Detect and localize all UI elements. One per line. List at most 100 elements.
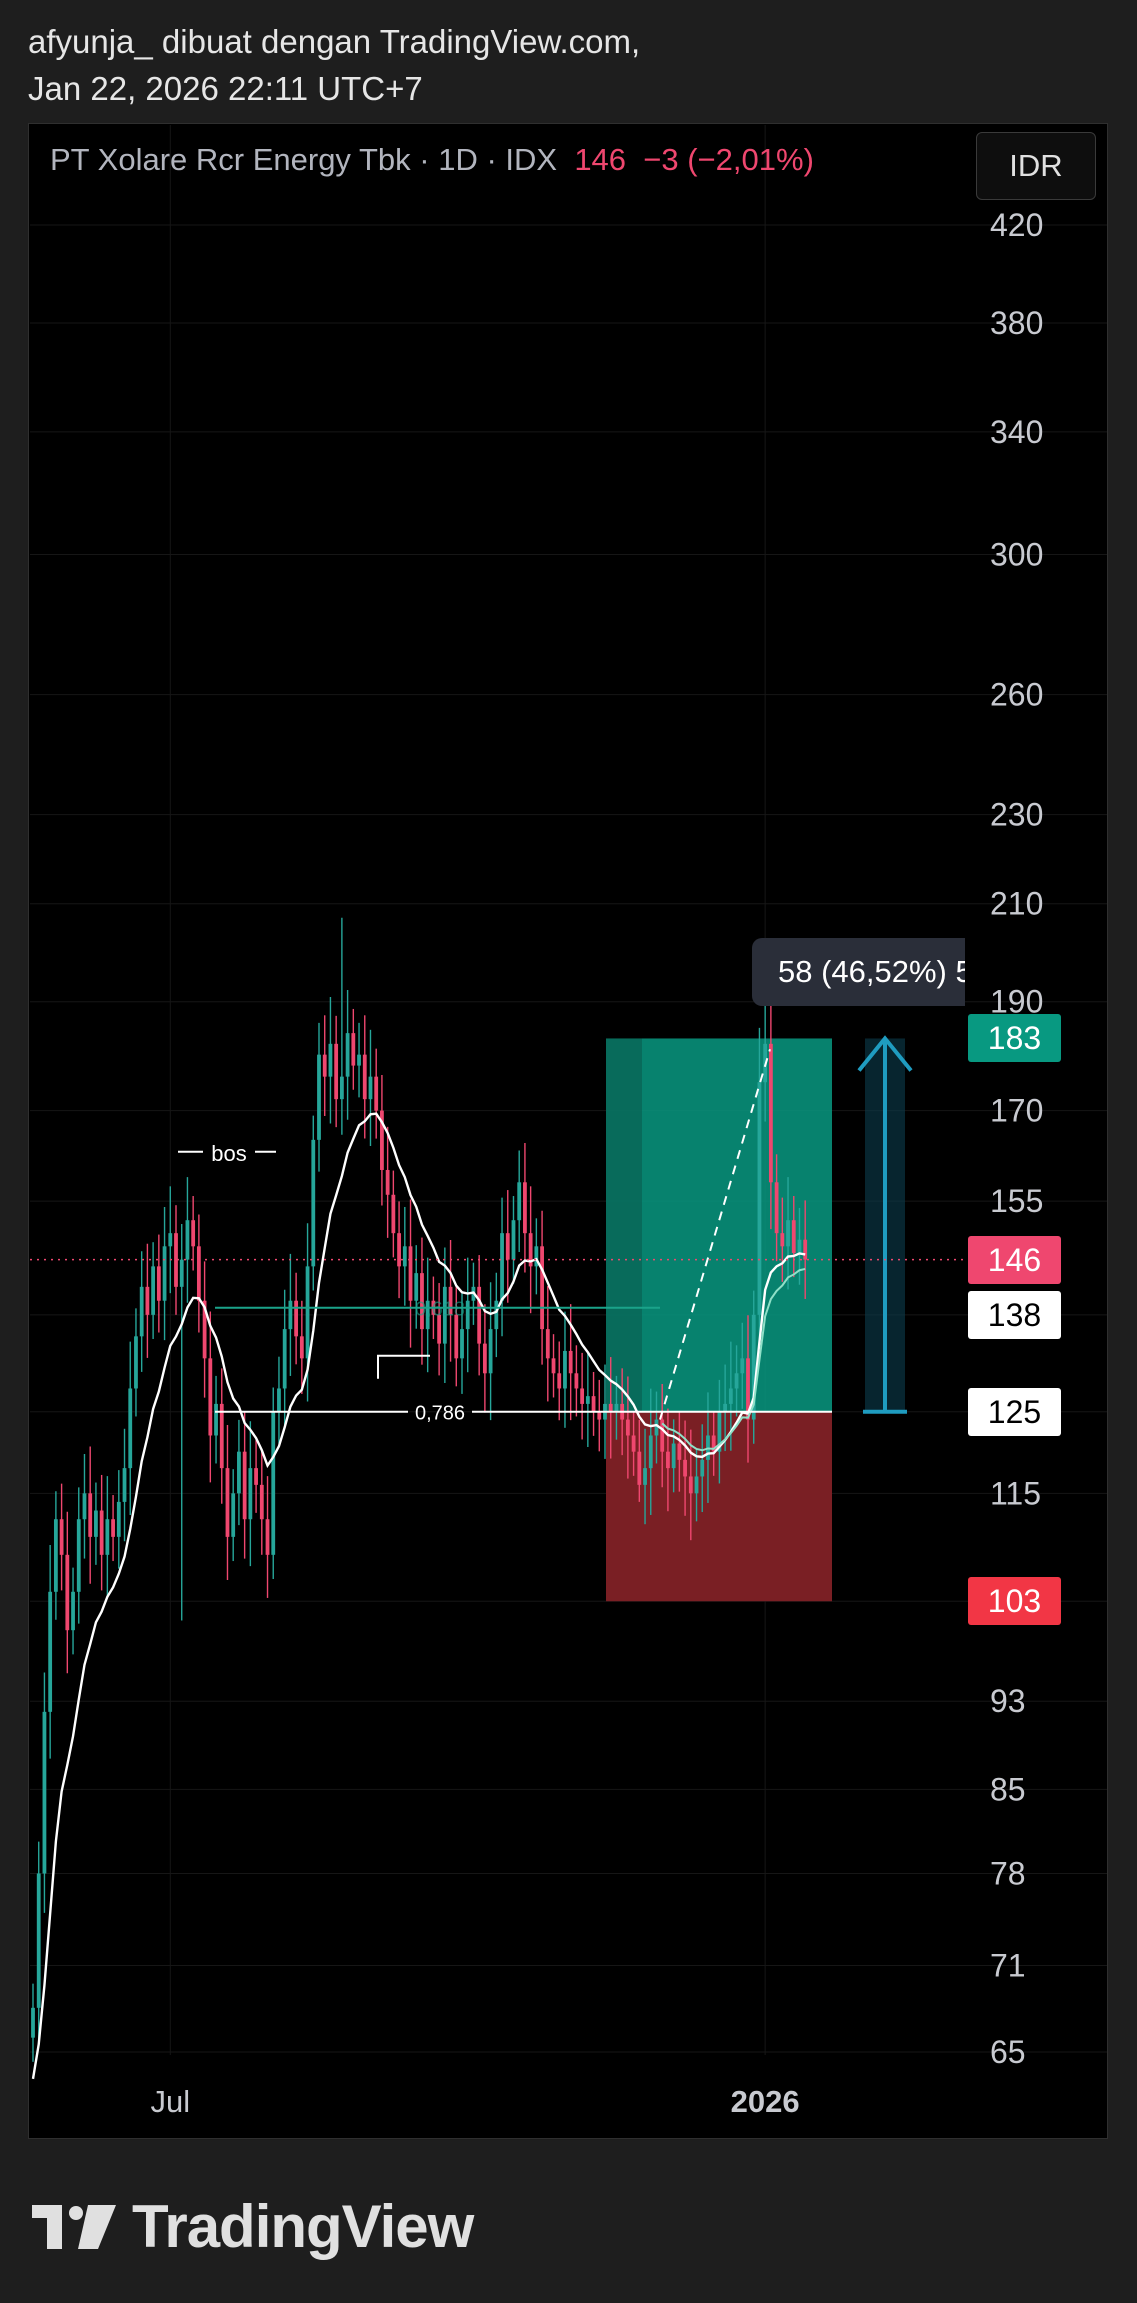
candle-body xyxy=(528,1233,533,1267)
chart-pane[interactable] xyxy=(28,123,1108,2139)
candle-body xyxy=(282,1329,287,1389)
candle-body xyxy=(717,1411,722,1452)
candle-body xyxy=(76,1519,81,1592)
candle-body xyxy=(500,1233,504,1301)
x-tick-label: Jul xyxy=(150,2084,190,2119)
bos-label: bos xyxy=(211,1141,246,1166)
candle-body xyxy=(803,1239,808,1260)
price-tag: 183 xyxy=(968,1014,1061,1063)
candle-body xyxy=(139,1286,144,1337)
tradingview-wordmark: TradingView xyxy=(132,2193,474,2260)
candle-body xyxy=(683,1459,687,1477)
candle-body xyxy=(597,1411,602,1420)
candle-body xyxy=(339,1076,344,1100)
symbol-legend: PT Xolare Rcr Energy Tbk · 1D · IDX 146 … xyxy=(50,142,814,178)
tradingview-logo: TradingView xyxy=(32,2192,474,2261)
candle-body xyxy=(36,1873,41,2008)
candle-body xyxy=(391,1194,396,1234)
candle-body xyxy=(540,1246,544,1330)
y-tick-label: 260 xyxy=(990,677,1043,713)
candle-body xyxy=(317,1054,321,1140)
candle-body xyxy=(322,1054,327,1077)
candle-body xyxy=(448,1286,453,1315)
candle-body xyxy=(374,1076,379,1111)
candle-body xyxy=(631,1435,636,1452)
candle-body xyxy=(780,1233,785,1247)
candle-body xyxy=(517,1182,522,1221)
candle-body xyxy=(225,1468,230,1537)
candle-body xyxy=(625,1419,630,1436)
candle-body xyxy=(740,1358,745,1374)
y-tick-label: 210 xyxy=(990,886,1043,922)
candle-body xyxy=(196,1246,201,1301)
candle-body xyxy=(728,1388,733,1404)
candle-body xyxy=(694,1476,699,1494)
target-zone-shade xyxy=(606,1038,642,1412)
candle-body xyxy=(671,1443,676,1469)
candle-body xyxy=(551,1358,556,1374)
candle-body xyxy=(648,1435,653,1469)
candle-body xyxy=(414,1273,419,1301)
candle-body xyxy=(122,1468,127,1502)
candle-body xyxy=(580,1388,585,1404)
candle-body xyxy=(145,1286,150,1315)
candle-body xyxy=(368,1076,373,1100)
candle-body xyxy=(214,1403,218,1436)
candle-body xyxy=(557,1373,562,1389)
candle-body xyxy=(420,1273,424,1330)
candle-body xyxy=(237,1451,241,1494)
y-tick-label: 170 xyxy=(990,1093,1043,1129)
candle-body xyxy=(345,1033,350,1077)
candle-body xyxy=(42,1711,47,1874)
ema-line xyxy=(31,1112,806,2080)
candle-body xyxy=(688,1476,693,1494)
candle-body xyxy=(585,1396,590,1404)
y-tick-label: 115 xyxy=(990,1475,1041,1511)
price-tag: 138 xyxy=(968,1290,1061,1339)
candle-body xyxy=(568,1350,573,1374)
candle-body xyxy=(425,1300,430,1330)
candle-body xyxy=(99,1510,104,1555)
candle-body xyxy=(59,1519,64,1555)
candle-body xyxy=(608,1403,613,1412)
candle-body xyxy=(660,1419,665,1452)
candle-body xyxy=(380,1110,384,1170)
candle-body xyxy=(311,1139,316,1267)
candle-body xyxy=(259,1484,264,1520)
candle-body xyxy=(591,1396,596,1412)
candle-body xyxy=(191,1220,196,1247)
price-tag: 103 xyxy=(968,1577,1061,1626)
symbol-title: PT Xolare Rcr Energy Tbk · 1D · IDX xyxy=(50,142,558,177)
candle-body xyxy=(134,1336,138,1389)
candle-body xyxy=(65,1554,70,1631)
candle-body xyxy=(305,1266,310,1359)
candle-body xyxy=(254,1468,258,1485)
candle-body xyxy=(219,1403,224,1469)
candle-body xyxy=(442,1286,447,1344)
candle-body xyxy=(477,1286,482,1344)
measure-tooltip: 58 (46,52%) 5 xyxy=(752,938,965,1006)
candle-body xyxy=(482,1343,487,1374)
candle-body xyxy=(385,1169,390,1195)
candle-body xyxy=(711,1435,716,1452)
candle-body xyxy=(402,1246,407,1267)
candle-body xyxy=(53,1519,58,1592)
candle-body xyxy=(82,1493,87,1520)
candle-body xyxy=(288,1300,293,1330)
candle-body xyxy=(574,1373,579,1389)
y-tick-label: 340 xyxy=(990,414,1043,450)
y-tick-label: 93 xyxy=(990,1683,1026,1719)
candle-body xyxy=(751,1314,756,1420)
candle-body xyxy=(277,1388,281,1412)
y-tick-label: 155 xyxy=(990,1183,1043,1219)
author-line: afyunja_ dibuat dengan TradingView.com, xyxy=(28,23,641,60)
y-tick-label: 230 xyxy=(990,797,1043,833)
candle-body xyxy=(294,1300,299,1337)
candle-body xyxy=(654,1419,659,1436)
currency-button[interactable]: IDR xyxy=(976,132,1096,200)
candle-body xyxy=(31,2007,35,2038)
candle-body xyxy=(700,1459,705,1477)
y-tick-label: 190 xyxy=(990,984,1043,1020)
candle-body xyxy=(791,1220,796,1253)
